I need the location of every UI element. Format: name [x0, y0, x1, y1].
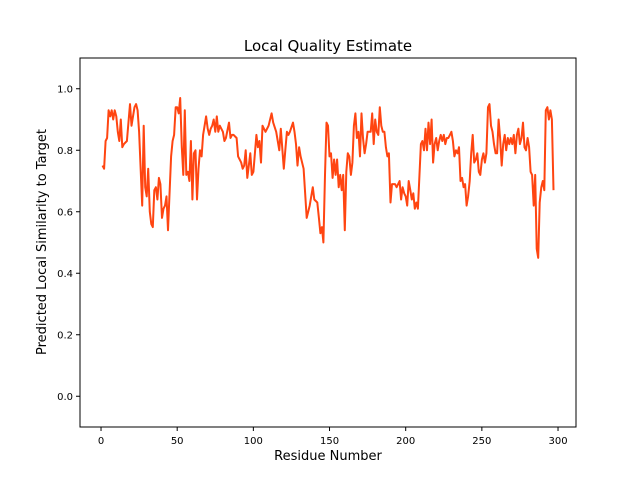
x-tick-label: 200: [396, 436, 415, 447]
series-line: [101, 97, 555, 259]
y-tick-label: 0.2: [57, 330, 73, 341]
x-tick-label: 300: [548, 436, 567, 447]
x-tick-label: 150: [320, 436, 339, 447]
x-axis: 0 50 100 150 200 250 300: [98, 427, 568, 447]
y-tick-label: 0.4: [57, 269, 73, 280]
y-axis-label: Predicted Local Similarity to Target: [35, 129, 50, 355]
plot-area: [101, 97, 555, 259]
chart-title: Local Quality Estimate: [244, 37, 412, 55]
y-tick-label: 0.0: [57, 392, 73, 403]
x-tick-label: 250: [472, 436, 491, 447]
x-tick-label: 100: [244, 436, 263, 447]
x-tick-label: 0: [98, 436, 104, 447]
x-tick-label: 50: [171, 436, 184, 447]
y-axis: 0.0 0.2 0.4 0.6 0.8 1.0: [57, 84, 80, 403]
x-axis-label: Residue Number: [274, 449, 382, 464]
y-tick-label: 0.8: [57, 146, 73, 157]
y-tick-label: 1.0: [57, 84, 73, 95]
y-tick-label: 0.6: [57, 207, 73, 218]
axes-frame: [79, 57, 577, 428]
